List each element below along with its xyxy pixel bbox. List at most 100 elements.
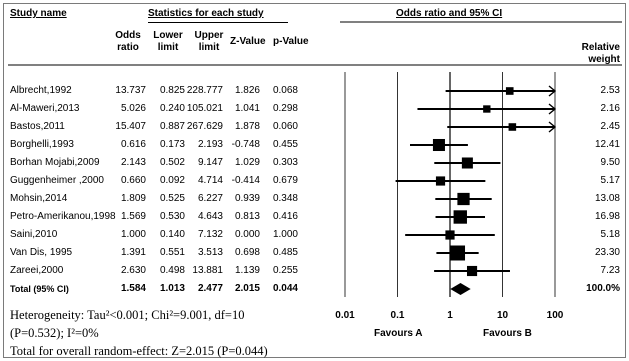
study-weight-cell: 12.41	[594, 139, 620, 150]
study-p-cell: 0.303	[272, 157, 298, 168]
study-lower-cell: 0.240	[159, 103, 185, 114]
study-upper-cell: 6.227	[197, 193, 223, 204]
total-z-cell: 2.015	[234, 283, 260, 294]
study-upper-cell: 3.513	[197, 247, 223, 258]
study-name-cell: Guggenheimer ,2000	[10, 175, 104, 186]
study-lower-cell: 0.092	[159, 175, 185, 186]
study-lower-cell: 0.551	[159, 247, 185, 258]
study-upper-cell: 4.643	[197, 211, 223, 222]
point-estimate	[461, 157, 473, 169]
study-p-cell: 0.255	[272, 265, 298, 276]
point-estimate	[457, 192, 470, 206]
plot-title: Odds ratio and 95% CI	[396, 8, 503, 19]
study-weight-cell: 2.16	[600, 103, 620, 114]
upper-header-line1: Upper	[194, 30, 224, 41]
study-or-cell: 0.616	[120, 139, 146, 150]
study-or-cell: 13.737	[115, 85, 146, 96]
or-header-line2: ratio	[117, 42, 139, 53]
study-or-cell: 2.630	[120, 265, 146, 276]
study-name-cell: Saini,2010	[10, 229, 58, 240]
study-p-cell: 0.068	[272, 85, 298, 96]
total-lower-cell: 1.013	[159, 283, 185, 294]
total-p-cell: 0.044	[272, 283, 298, 294]
point-estimate	[453, 210, 467, 224]
total-or-cell: 1.584	[120, 283, 146, 294]
study-p-cell: 0.679	[272, 175, 298, 186]
study-p-cell: 0.416	[272, 211, 298, 222]
study-name-cell: Mohsin,2014	[10, 193, 68, 204]
point-estimate	[505, 87, 514, 95]
study-name-cell: Albrecht,1992	[10, 85, 72, 96]
study-weight-cell: 13.08	[594, 193, 620, 204]
study-name-header: Study name	[10, 8, 67, 19]
study-or-cell: 2.143	[120, 157, 146, 168]
study-p-cell: 1.000	[272, 229, 298, 240]
total-upper-cell: 2.477	[197, 283, 223, 294]
study-upper-cell: 105.021	[186, 103, 223, 114]
study-or-cell: 15.407	[115, 121, 146, 132]
study-weight-cell: 23.30	[594, 247, 620, 258]
x-tick-label: 10	[497, 310, 509, 321]
stats-group-underline	[148, 22, 288, 23]
study-z-cell: 1.029	[234, 157, 260, 168]
study-p-cell: 0.455	[272, 139, 298, 150]
study-p-cell: 0.060	[272, 121, 298, 132]
study-z-cell: 1.041	[234, 103, 260, 114]
study-or-cell: 1.000	[120, 229, 146, 240]
study-z-cell: 0.939	[234, 193, 260, 204]
study-weight-cell: 5.18	[600, 229, 620, 240]
study-p-cell: 0.298	[272, 103, 298, 114]
point-estimate	[508, 123, 517, 131]
study-or-cell: 5.026	[120, 103, 146, 114]
study-z-cell: -0.414	[231, 175, 260, 186]
point-estimate	[466, 265, 478, 277]
study-upper-cell: 4.714	[197, 175, 223, 186]
ci-arrow	[548, 103, 557, 115]
ci-arrow	[548, 85, 557, 97]
study-or-cell: 1.809	[120, 193, 146, 204]
study-or-cell: 1.391	[120, 247, 146, 258]
study-or-cell: 1.569	[120, 211, 146, 222]
p-header: p-Value	[273, 36, 309, 47]
total-weight-cell: 100.0%	[586, 283, 620, 294]
favours-a-label: Favours A	[374, 328, 423, 339]
summary-diamond	[450, 283, 471, 295]
study-name-cell: Borhan Mojabi,2009	[10, 157, 100, 168]
study-weight-cell: 7.23	[600, 265, 620, 276]
study-name-cell: Borghelli,1993	[10, 139, 74, 150]
study-name-cell: Petro-Amerikanou,1998	[10, 211, 116, 222]
heterogeneity-line2: (P=0.532); I²=0%	[10, 326, 99, 340]
overall-effect: Total for overall random-effect: Z=2.015…	[10, 344, 268, 358]
study-lower-cell: 0.530	[159, 211, 185, 222]
study-z-cell: 0.813	[234, 211, 260, 222]
study-name-cell: Al-Maweri,2013	[10, 103, 80, 114]
favours-b-label: Favours B	[483, 328, 532, 339]
x-tick-label: 100	[547, 310, 564, 321]
study-p-cell: 0.348	[272, 193, 298, 204]
point-estimate	[483, 105, 491, 113]
study-z-cell: 1.826	[234, 85, 260, 96]
study-weight-cell: 16.98	[594, 211, 620, 222]
point-estimate	[445, 230, 455, 240]
study-lower-cell: 0.502	[159, 157, 185, 168]
study-z-cell: 0.000	[234, 229, 260, 240]
study-upper-cell: 267.629	[186, 121, 223, 132]
study-weight-cell: 9.50	[600, 157, 620, 168]
weight-header-line1: Relative	[581, 42, 620, 53]
or-header-line1: Odds	[115, 30, 141, 41]
study-lower-cell: 0.825	[159, 85, 185, 96]
study-upper-cell: 228.777	[186, 85, 223, 96]
study-name-cell: Van Dis, 1995	[10, 247, 73, 258]
study-weight-cell: 2.53	[600, 85, 620, 96]
study-z-cell: 1.878	[234, 121, 260, 132]
upper-header-line2: limit	[198, 42, 220, 53]
z-header: Z-Value	[230, 36, 266, 47]
study-weight-cell: 2.45	[600, 121, 620, 132]
total-name-cell: Total (95% CI)	[10, 284, 69, 294]
ci-arrow	[548, 121, 557, 133]
study-lower-cell: 0.498	[159, 265, 185, 276]
weight-header-line2: weight	[588, 54, 620, 65]
figure-frame	[3, 3, 626, 358]
lower-header-line1: Lower	[153, 30, 183, 41]
